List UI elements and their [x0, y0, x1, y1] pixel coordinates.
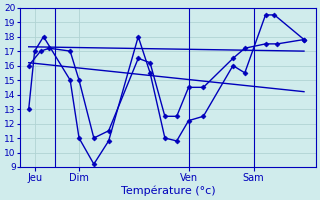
X-axis label: Température (°c): Température (°c)	[121, 185, 215, 196]
